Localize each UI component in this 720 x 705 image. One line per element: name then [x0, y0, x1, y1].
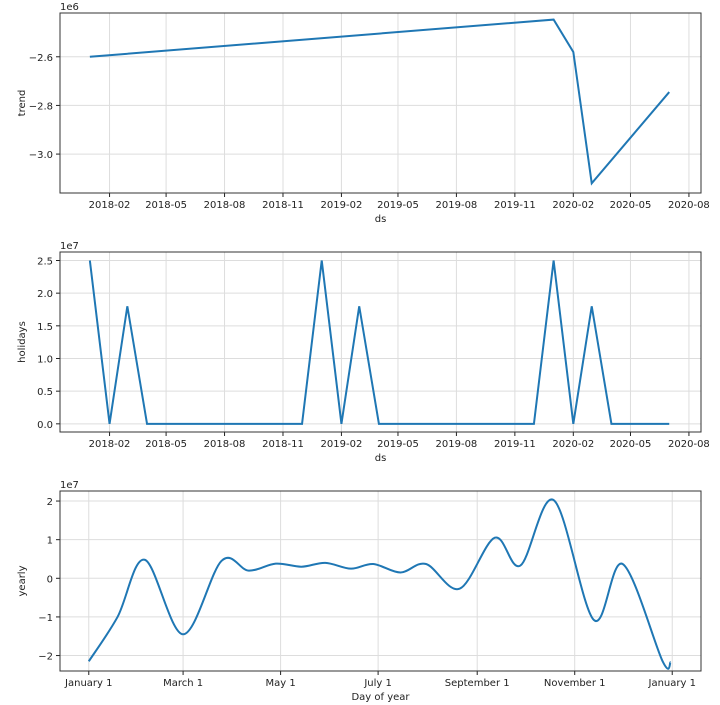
x-tick-label: 2019-02 [321, 200, 363, 211]
chart-holidays: 2018-02 2018-05 2018-08 2018-11 2019-02 2019-… [17, 241, 710, 464]
x-tick-label: 2019-08 [436, 200, 478, 211]
x-tick-label: 2018-11 [262, 439, 304, 450]
x-tick-label: November 1 [544, 678, 606, 689]
y-tick-label: 0.0 [37, 420, 53, 431]
offset-label: 1e7 [60, 241, 79, 252]
series-line-trend [89, 18, 670, 186]
y-tick-label: 1.0 [37, 354, 53, 365]
x-tick-label: July 1 [363, 678, 392, 689]
x-tick-label: 2020-05 [610, 439, 652, 450]
y-tick-label: −2 [38, 652, 53, 663]
x-tick-label: March 1 [163, 678, 203, 689]
axes-frame [59, 251, 702, 433]
chart-yearly: January 1 March 1 May 1 July 1 September 1 No… [17, 480, 702, 703]
y-tick-label: 1 [47, 536, 53, 547]
x-tick-label: 2019-05 [377, 439, 419, 450]
x-tick-label: September 1 [445, 678, 510, 689]
offset-label: 1e6 [60, 2, 79, 13]
y-tick-label: −2.8 [29, 101, 53, 112]
y-axis-label: holidays [17, 321, 28, 363]
x-tick-label: January 1 [64, 678, 112, 689]
x-tick-label: 2018-02 [89, 200, 131, 211]
series-line-holidays [88, 260, 670, 425]
series-line-yearly [87, 498, 672, 670]
x-axis-label: Day of year [351, 692, 410, 703]
y-axis-label: yearly [17, 565, 28, 596]
y-tick-label: 2.5 [37, 256, 53, 267]
x-tick-label: 2018-05 [145, 439, 187, 450]
x-tick-label: 2020-08 [668, 439, 710, 450]
x-tick-label: 2018-08 [204, 200, 246, 211]
x-tick-label: 2020-05 [610, 200, 652, 211]
x-tick-label: 2019-08 [436, 439, 478, 450]
x-axis-label: ds [375, 453, 387, 464]
y-tick-label: 1.5 [37, 322, 53, 333]
offset-label: 1e7 [60, 480, 79, 491]
y-tick-label: 2 [47, 497, 53, 508]
x-tick-label: January 1 [648, 678, 696, 689]
x-axis-label: ds [375, 214, 387, 225]
y-tick-label: −2.6 [29, 53, 53, 64]
x-tick-label: 2019-02 [321, 439, 363, 450]
x-tick-label: 2018-08 [204, 439, 246, 450]
y-tick-label: 0 [47, 574, 53, 585]
x-tick-label: 2018-02 [89, 439, 131, 450]
y-tick-label: 0.5 [37, 387, 53, 398]
y-tick-label: −1 [38, 613, 53, 624]
chart-trend: 2018-02 2018-05 2018-08 2018-11 2019-02 2019-… [17, 2, 710, 225]
x-tick-label: 2018-11 [262, 200, 304, 211]
y-tick-label: 2.0 [37, 289, 53, 300]
x-tick-label: 2020-02 [552, 439, 594, 450]
axes-frame [59, 12, 702, 194]
x-tick-label: 2020-02 [552, 200, 594, 211]
x-tick-label: May 1 [265, 678, 295, 689]
x-tick-label: 2019-05 [377, 200, 419, 211]
x-tick-label: 2018-05 [145, 200, 187, 211]
y-axis-label: trend [17, 90, 28, 117]
y-tick-label: −3.0 [29, 150, 53, 161]
x-tick-label: 2020-08 [668, 200, 710, 211]
x-tick-label: 2019-11 [494, 439, 536, 450]
x-tick-label: 2019-11 [494, 200, 536, 211]
axes-frame [59, 490, 702, 672]
